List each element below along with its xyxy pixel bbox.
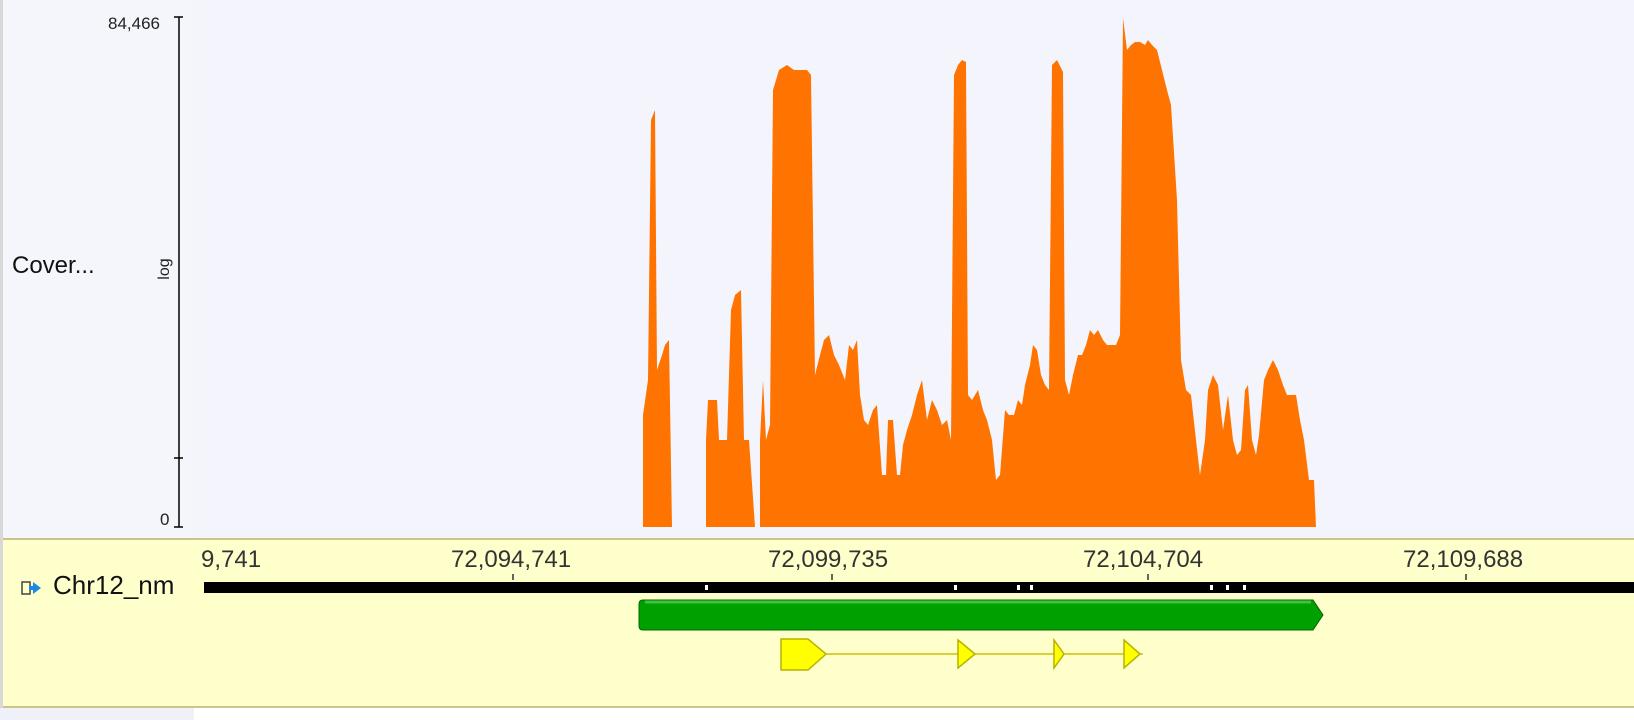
- cds-exon: [780, 638, 828, 671]
- chromosome-sequence-bar: [204, 582, 1634, 593]
- cds-exon: [1123, 638, 1142, 670]
- axis-tick-label: 72,104,704: [1083, 546, 1204, 573]
- annotation-track-panel[interactable]: Chr12_nm 9,741 72,094,741 72,099,735 72,…: [3, 538, 1634, 708]
- coverage-track-header[interactable]: [3, 0, 194, 538]
- cds-exon: [1053, 637, 1065, 671]
- collapse-arrow-icon[interactable]: [21, 578, 43, 598]
- sequence-gap: [1226, 585, 1229, 590]
- bottom-margin-left: [0, 708, 194, 720]
- sequence-gap: [1243, 585, 1246, 590]
- annotation-track-name[interactable]: Chr12_nm: [53, 570, 175, 600]
- cds-exon: [957, 638, 977, 670]
- coverage-track-name[interactable]: Cover...: [12, 252, 95, 279]
- coverage-graph: [174, 16, 1316, 528]
- axis-tick-label: 72,094,741: [451, 546, 572, 573]
- y-axis-min-label: 0: [160, 510, 170, 529]
- sequence-gap: [1017, 585, 1020, 590]
- axis-tick-label: 9,741: [201, 546, 262, 573]
- coverage-area: [643, 18, 1316, 527]
- axis-tick-label: 72,109,688: [1403, 546, 1524, 573]
- sequence-gap: [705, 585, 708, 590]
- y-axis-max-label: 84,466: [108, 14, 160, 33]
- log-scale-label: log: [156, 258, 173, 280]
- gene-annotation-arrow: [638, 599, 1324, 631]
- sequence-gap: [1030, 585, 1033, 590]
- annotation-graphics: [204, 574, 1634, 671]
- axis-tick-label: 72,099,735: [768, 546, 889, 573]
- bottom-margin: [0, 708, 1634, 720]
- sequence-gap: [954, 585, 957, 590]
- window-left-edge: [0, 0, 3, 720]
- sequence-gap: [1210, 585, 1213, 590]
